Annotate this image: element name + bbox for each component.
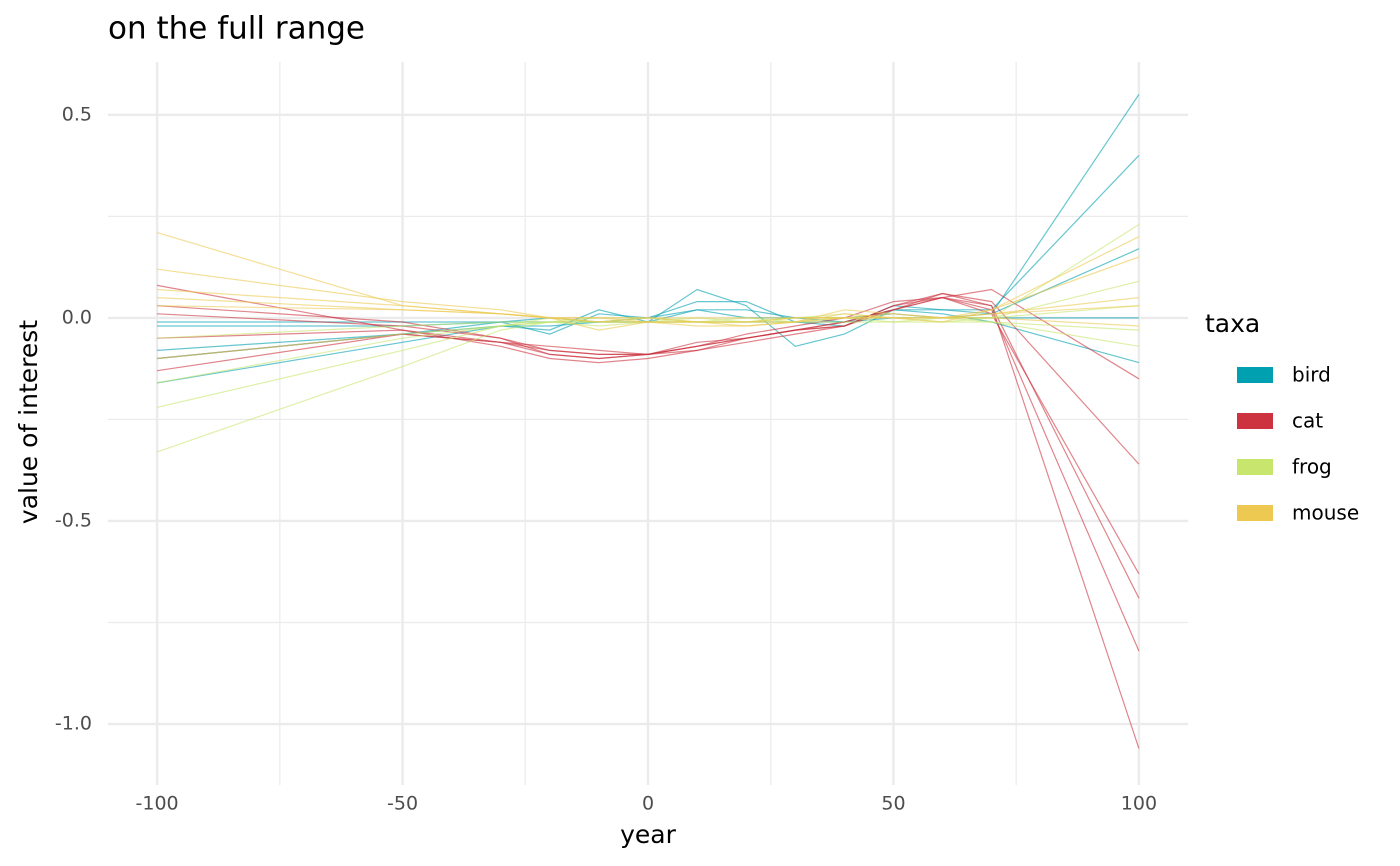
y-tick-label: 0.5 [62,103,92,125]
x-tick-label: 0 [642,793,654,815]
y-tick-label: -1.0 [55,713,92,735]
x-tick-label: 50 [881,793,905,815]
x-axis-label: year [620,820,676,849]
x-tick-label: -100 [136,793,179,815]
legend-key [1237,367,1273,383]
series-line [157,94,1140,384]
legend-key [1237,459,1273,475]
series-line [156,284,1140,749]
legend-label: bird [1292,363,1331,387]
legend-label: mouse [1292,501,1359,525]
chart-title: on the full range [108,11,365,47]
y-tick-label: 0.0 [62,306,92,328]
series-line [157,288,1140,380]
series-line [157,296,1140,599]
series-line [157,292,1140,465]
series-line [157,305,1139,319]
y-axis-label: value of interest [14,320,43,524]
series-line [157,309,1140,364]
legend-label: frog [1292,455,1332,479]
series-line [157,256,1140,327]
x-tick-label: 100 [1121,793,1157,815]
legend-key [1237,413,1273,429]
legend-key [1237,505,1273,521]
x-tick-label: -50 [387,793,418,815]
series-line [157,154,1140,351]
y-tick-label: -0.5 [55,509,92,531]
legend-title: taxa [1205,309,1260,338]
legend-label: cat [1292,409,1323,433]
